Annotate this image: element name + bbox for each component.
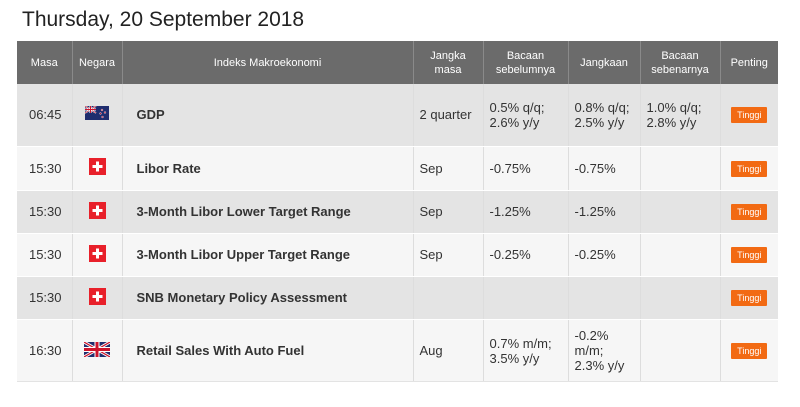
table-bottom-border: [17, 381, 778, 382]
header-importance: Penting: [720, 41, 778, 84]
importance-badge: Tinggi: [731, 160, 768, 177]
row-indicator[interactable]: 3-Month Libor Upper Target Range: [122, 233, 414, 277]
table-row: 15:30 SNB Monetary Policy Assessment Tin…: [17, 276, 778, 320]
row-previous: -0.75%: [483, 146, 569, 191]
row-country: [72, 233, 123, 277]
row-previous: [483, 276, 569, 320]
row-forecast: -0.25%: [568, 233, 641, 277]
table-row: 15:30 3-Month Libor Lower Target Range S…: [17, 190, 778, 234]
row-period: 2 quarter: [413, 84, 484, 147]
table-row: 15:30 Libor Rate Sep -0.75% -0.75% Tingg…: [17, 146, 778, 191]
row-country: [72, 319, 123, 383]
header-country: Negara: [72, 41, 123, 84]
row-previous: 0.7% m/m; 3.5% y/y: [483, 319, 569, 383]
row-actual: [640, 190, 721, 234]
row-actual: [640, 233, 721, 277]
header-time: Masa: [17, 41, 73, 84]
row-indicator[interactable]: 3-Month Libor Lower Target Range: [122, 190, 414, 234]
row-importance: Tinggi: [720, 190, 778, 234]
row-indicator[interactable]: Retail Sales With Auto Fuel: [122, 319, 414, 383]
switzerland-flag-icon: [88, 201, 106, 222]
row-indicator[interactable]: GDP: [122, 84, 414, 147]
table-row: 06:45: [17, 84, 778, 147]
row-forecast: -0.2% m/m; 2.3% y/y: [568, 319, 641, 383]
row-time: 15:30: [17, 146, 73, 191]
new-zealand-flag-icon: [84, 105, 109, 123]
switzerland-flag-icon: [88, 287, 106, 308]
header-actual: Bacaan sebenarnya: [640, 41, 721, 84]
row-indicator[interactable]: Libor Rate: [122, 146, 414, 191]
row-period: Aug: [413, 319, 484, 383]
importance-badge: Tinggi: [731, 290, 768, 306]
row-forecast: -1.25%: [568, 190, 641, 234]
row-previous: -0.25%: [483, 233, 569, 277]
importance-badge: Tinggi: [731, 107, 768, 124]
row-time: 16:30: [17, 319, 73, 383]
row-indicator[interactable]: SNB Monetary Policy Assessment: [122, 276, 414, 320]
table-row: 16:30 Retail Sales With Auto Fuel Aug: [17, 319, 778, 383]
row-period: [413, 276, 484, 320]
row-time: 15:30: [17, 190, 73, 234]
row-period: Sep: [413, 190, 484, 234]
row-forecast: [568, 276, 641, 320]
economic-calendar-table: Masa Negara Indeks Makroekonomi Jangka m…: [17, 41, 778, 383]
row-previous: 0.5% q/q; 2.6% y/y: [483, 84, 569, 147]
row-country: [72, 146, 123, 191]
row-actual: [640, 276, 721, 320]
row-importance: Tinggi: [720, 319, 778, 383]
row-actual: [640, 319, 721, 383]
row-period: Sep: [413, 146, 484, 191]
switzerland-flag-icon: [88, 158, 106, 178]
header-indicator: Indeks Makroekonomi: [122, 41, 414, 84]
row-time: 15:30: [17, 233, 73, 277]
united-kingdom-flag-icon: [83, 340, 111, 360]
row-actual: [640, 146, 721, 191]
row-importance: Tinggi: [720, 233, 778, 277]
row-forecast: -0.75%: [568, 146, 641, 191]
row-forecast: 0.8% q/q; 2.5% y/y: [568, 84, 641, 147]
row-importance: Tinggi: [720, 84, 778, 147]
row-period: Sep: [413, 233, 484, 277]
table-header-row: Masa Negara Indeks Makroekonomi Jangka m…: [17, 41, 778, 84]
importance-badge: Tinggi: [731, 247, 768, 263]
switzerland-flag-icon: [88, 244, 106, 265]
importance-badge: Tinggi: [731, 343, 768, 359]
row-country: [72, 276, 123, 320]
row-country: [72, 190, 123, 234]
row-importance: Tinggi: [720, 276, 778, 320]
table-row: 15:30 3-Month Libor Upper Target Range S…: [17, 233, 778, 277]
header-forecast: Jangkaan: [568, 41, 641, 84]
row-importance: Tinggi: [720, 146, 778, 191]
row-previous: -1.25%: [483, 190, 569, 234]
page-title: Thursday, 20 September 2018: [22, 8, 305, 31]
header-previous: Bacaan sebelumnya: [483, 41, 569, 84]
row-country: [72, 84, 123, 147]
row-time: 06:45: [17, 84, 73, 147]
importance-badge: Tinggi: [731, 204, 768, 220]
header-period: Jangka masa: [413, 41, 484, 84]
row-time: 15:30: [17, 276, 73, 320]
row-actual: 1.0% q/q; 2.8% y/y: [640, 84, 721, 147]
